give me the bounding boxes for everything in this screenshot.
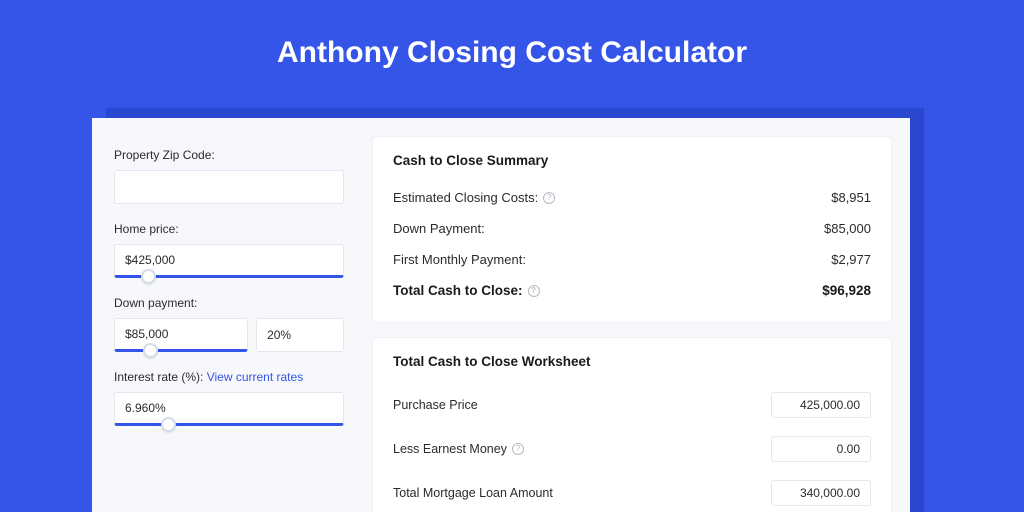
down-payment-field: Down payment: $85,000 20% [114, 296, 344, 352]
zip-field: Property Zip Code: [114, 148, 344, 204]
summary-label: Estimated Closing Costs: [393, 190, 538, 205]
worksheet-row-purchase-price: Purchase Price 425,000.00 [393, 383, 871, 427]
down-payment-input[interactable]: $85,000 [114, 318, 248, 352]
summary-value: $85,000 [824, 221, 871, 236]
home-price-label: Home price: [114, 222, 344, 236]
worksheet-panel: Total Cash to Close Worksheet Purchase P… [372, 337, 892, 512]
page-title: Anthony Closing Cost Calculator [0, 0, 1024, 94]
help-icon[interactable] [512, 443, 524, 455]
summary-row-down-payment: Down Payment: $85,000 [393, 213, 871, 244]
worksheet-title: Total Cash to Close Worksheet [393, 354, 871, 369]
summary-value: $2,977 [831, 252, 871, 267]
inputs-column: Property Zip Code: Home price: $425,000 … [92, 118, 364, 512]
summary-row-first-payment: First Monthly Payment: $2,977 [393, 244, 871, 275]
summary-total-label: Total Cash to Close: [393, 283, 523, 298]
worksheet-value[interactable]: 425,000.00 [771, 392, 871, 418]
worksheet-row-mortgage-amount: Total Mortgage Loan Amount 340,000.00 [393, 471, 871, 512]
interest-rate-field: Interest rate (%): View current rates 6.… [114, 370, 344, 426]
zip-label: Property Zip Code: [114, 148, 344, 162]
summary-value: $8,951 [831, 190, 871, 205]
summary-total-value: $96,928 [822, 283, 871, 298]
interest-rate-slider-knob[interactable] [161, 417, 176, 432]
summary-label: First Monthly Payment: [393, 252, 526, 267]
summary-title: Cash to Close Summary [393, 153, 871, 168]
home-price-input[interactable]: $425,000 [114, 244, 344, 278]
summary-label: Down Payment: [393, 221, 485, 236]
interest-rate-label-prefix: Interest rate (%): [114, 370, 207, 384]
interest-rate-label: Interest rate (%): View current rates [114, 370, 344, 384]
zip-input[interactable] [114, 170, 344, 204]
down-payment-value: $85,000 [125, 327, 168, 341]
summary-panel: Cash to Close Summary Estimated Closing … [372, 136, 892, 323]
home-price-slider-knob[interactable] [141, 269, 156, 284]
calculator-app: Property Zip Code: Home price: $425,000 … [92, 118, 910, 512]
home-price-field: Home price: $425,000 [114, 222, 344, 278]
down-payment-label: Down payment: [114, 296, 344, 310]
results-column: Cash to Close Summary Estimated Closing … [364, 118, 910, 512]
worksheet-value[interactable]: 340,000.00 [771, 480, 871, 506]
help-icon[interactable] [528, 285, 540, 297]
down-payment-slider-knob[interactable] [143, 343, 158, 358]
interest-rate-input[interactable]: 6.960% [114, 392, 344, 426]
home-price-value: $425,000 [125, 253, 175, 267]
worksheet-row-earnest-money: Less Earnest Money 0.00 [393, 427, 871, 471]
down-payment-pct-input[interactable]: 20% [256, 318, 344, 352]
help-icon[interactable] [543, 192, 555, 204]
interest-rate-value: 6.960% [125, 401, 166, 415]
worksheet-value[interactable]: 0.00 [771, 436, 871, 462]
worksheet-label: Less Earnest Money [393, 442, 507, 456]
summary-row-closing-costs: Estimated Closing Costs: $8,951 [393, 182, 871, 213]
view-rates-link[interactable]: View current rates [207, 370, 304, 384]
summary-row-total: Total Cash to Close: $96,928 [393, 275, 871, 306]
worksheet-label: Purchase Price [393, 398, 478, 412]
worksheet-label: Total Mortgage Loan Amount [393, 486, 553, 500]
